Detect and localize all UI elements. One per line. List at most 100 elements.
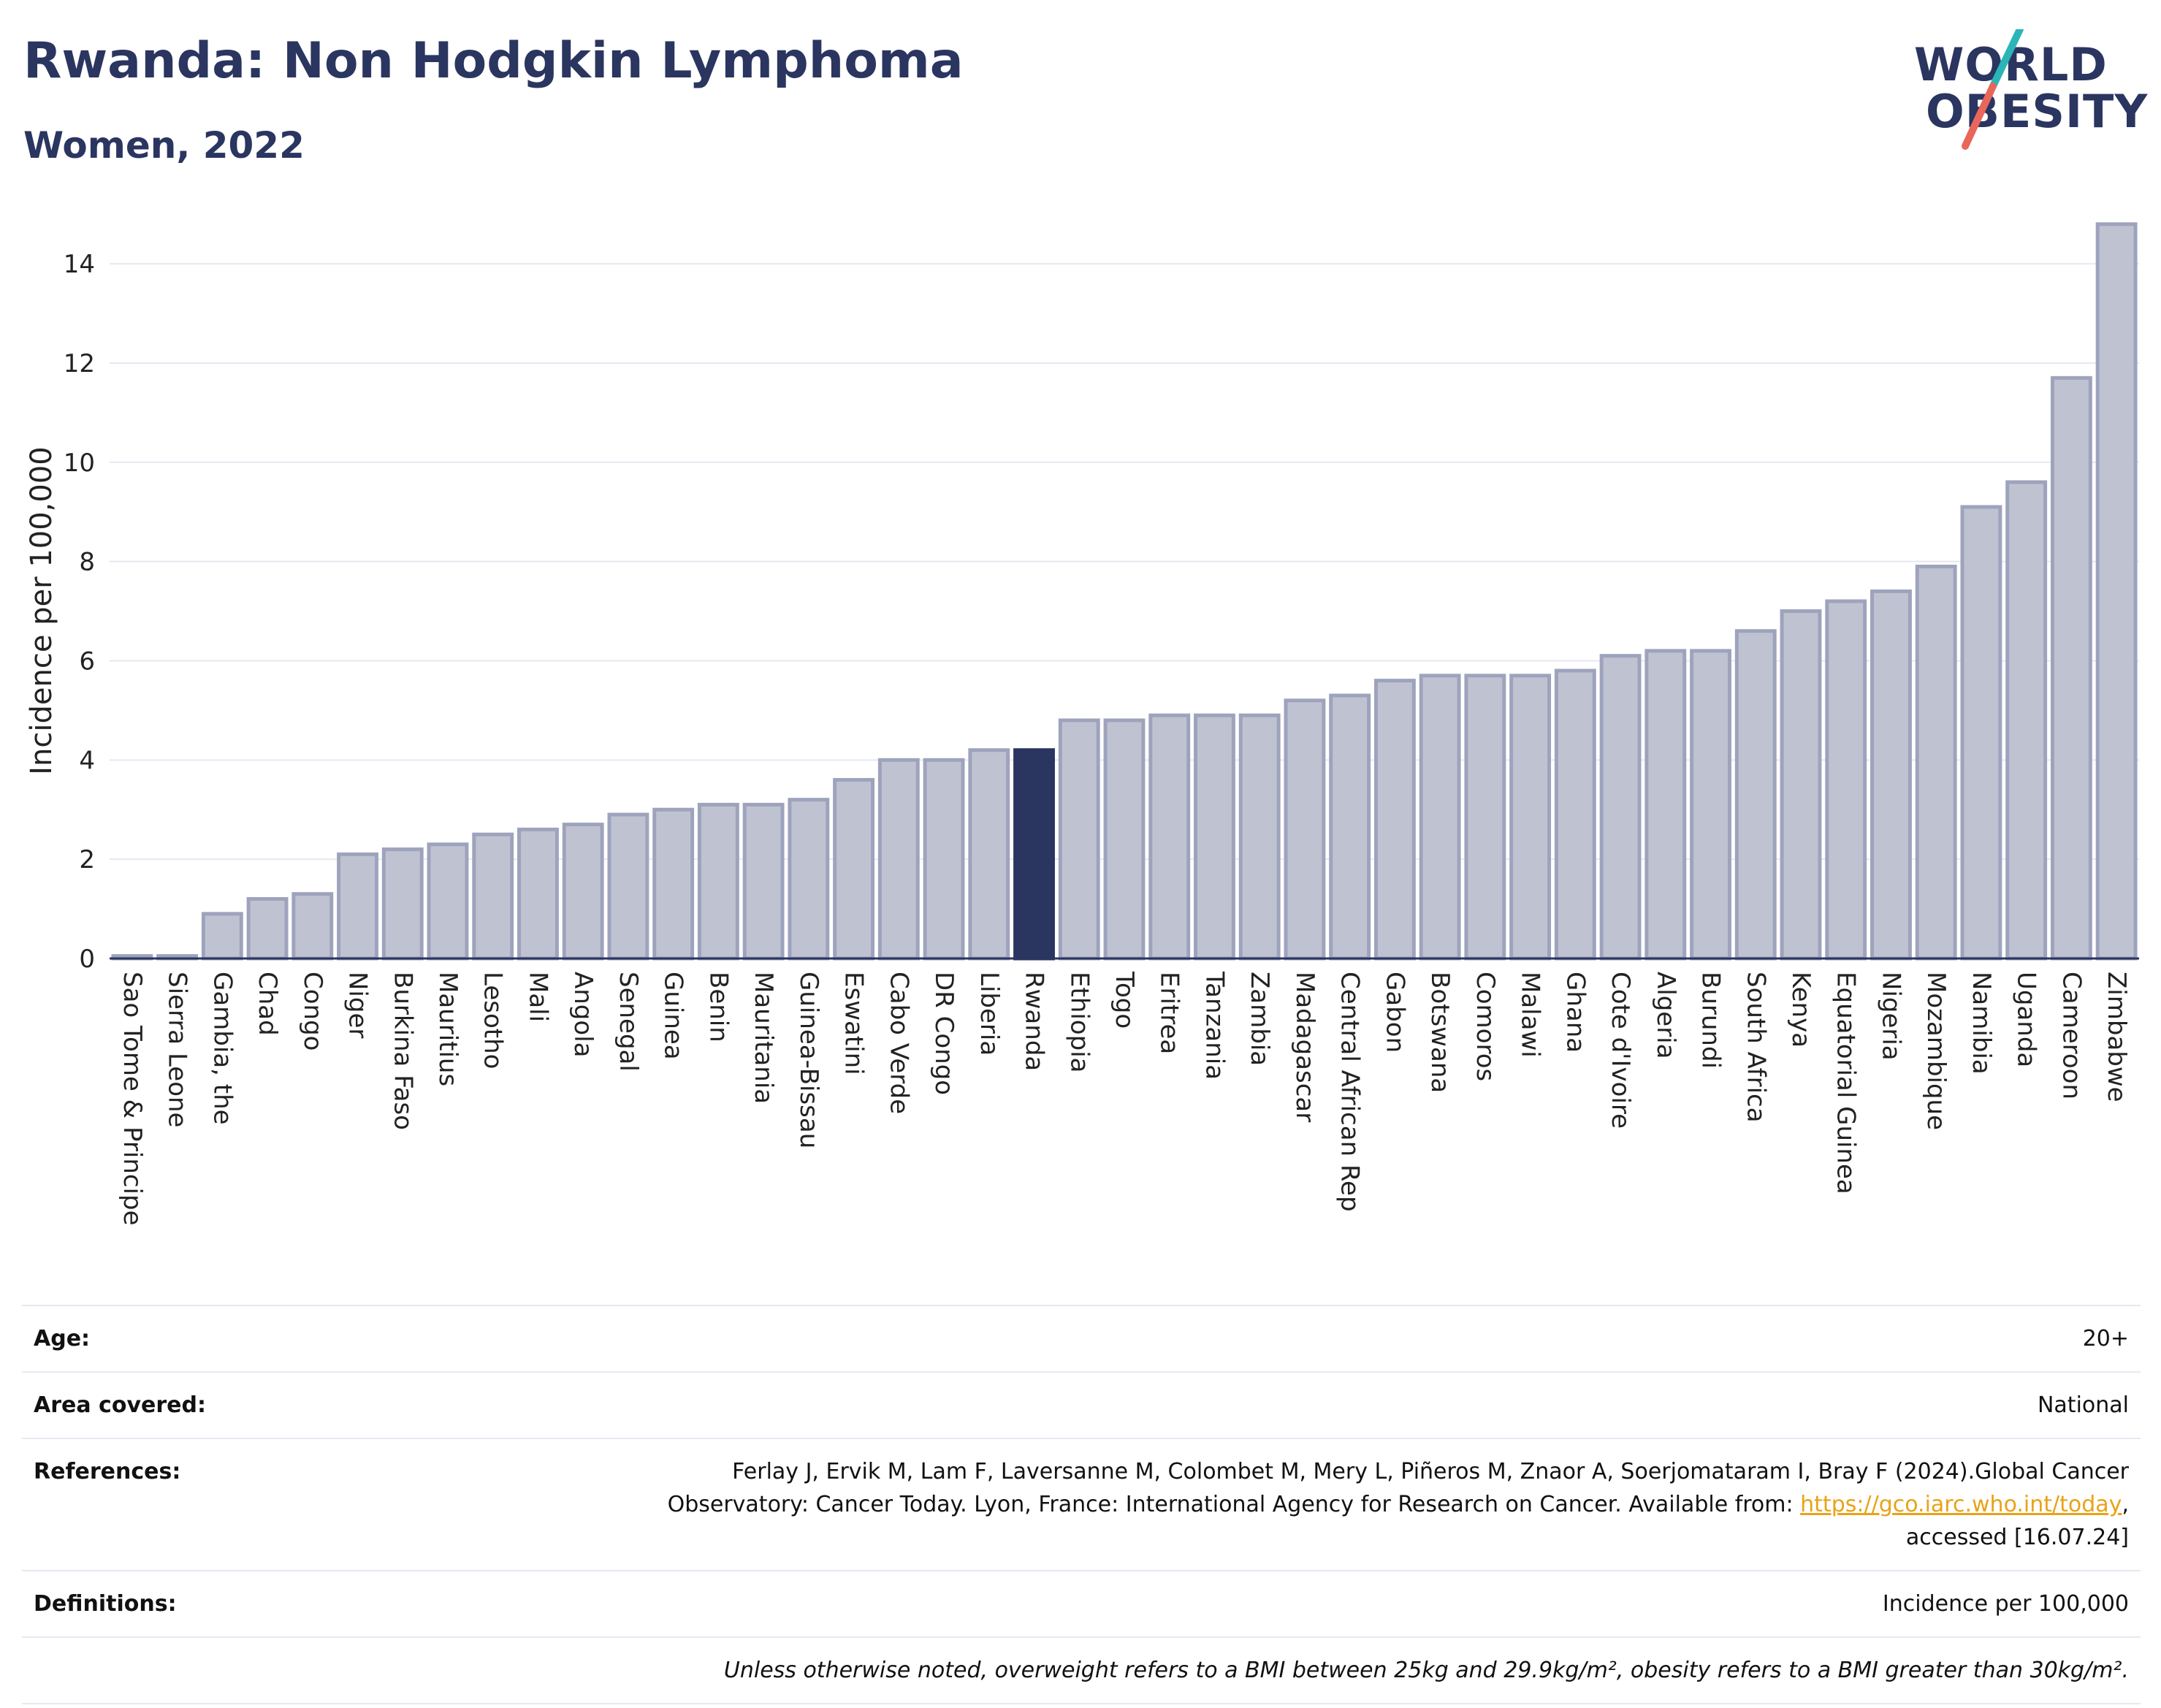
bar [1915,564,1957,961]
bar [1734,629,1777,961]
x-tick-label: Eswatini [839,972,869,1075]
bar [1870,589,1912,961]
chart-subtitle: Women, 2022 [23,124,305,167]
info-table: Age: 20+ Area covered: National Referenc… [22,1305,2141,1704]
x-tick-label: Sao Tome & Principe [118,972,147,1226]
bar [1825,599,1867,961]
x-tick-label: Ethiopia [1064,972,1094,1072]
y-tick-label: 12 [64,349,95,378]
x-tick-label: Namibia [1967,972,1996,1075]
bar [1599,654,1642,961]
bar-highlighted [1013,748,1055,961]
references-value: Ferlay J, Ervik M, Lam F, Laversanne M, … [484,1438,2141,1571]
area-value: National [484,1371,2141,1438]
bar [1464,674,1506,961]
x-tick-label: Zambia [1245,972,1274,1066]
x-tick-label: Madagascar [1290,972,1319,1122]
x-tick-label: Benin [704,972,733,1042]
bar [1103,718,1146,961]
bar [2050,375,2092,961]
y-tick-label: 0 [79,945,95,974]
bar [1780,609,1822,961]
x-tick-label: Cote d'Ivoire [1606,972,1635,1129]
definitions-label: Definitions: [22,1570,484,1637]
chart-svg: 0 2 4 6 8 10 12 14 Incidence per 100,000 Sao Tome… [25,222,2139,1226]
bar [1194,713,1235,961]
chart-title: Rwanda: Non Hodgkin Lymphoma [23,32,964,90]
area-label: Area covered: [22,1371,484,1438]
x-tick-label: Guinea-Bissau [794,972,823,1148]
bar [1509,674,1552,961]
age-value: 20+ [484,1305,2141,1372]
x-tick-label: Cameroon [2057,972,2086,1099]
bar [2005,480,2048,961]
bar [833,777,875,961]
bar [337,852,378,961]
references-line-1: Ferlay J, Ervik M, Lam F, Laversanne M, … [732,1459,2129,1484]
bar [517,827,559,961]
x-tick-label: Eritrea [1155,972,1184,1054]
bar [1373,679,1416,961]
bar [1058,718,1100,961]
x-tick-label: Congo [298,972,327,1051]
bar [923,758,965,961]
x-tick-label: Zimbabwe [2102,972,2131,1102]
bar [742,802,785,961]
bar [607,812,649,961]
bar [1419,674,1461,961]
y-axis-label: Incidence per 100,000 [25,446,58,775]
x-tick-label: Lesotho [479,972,508,1069]
x-tick-label: Sierra Leone [163,972,192,1127]
references-link[interactable]: https://gco.iarc.who.int/today [1800,1492,2122,1517]
x-tick-label: Togo [1110,971,1139,1029]
info-row-age: Age: 20+ [22,1305,2141,1372]
logo-line-obesity: OBESITY [1926,85,2149,138]
x-tick-label: Mauritania [749,972,778,1104]
x-tick-label: Nigeria [1876,972,1905,1061]
x-tick-label: Mozambique [1921,972,1951,1130]
bar [246,896,289,961]
bar [652,807,695,961]
info-row-definitions: Definitions: Incidence per 100,000 [22,1570,2141,1637]
info-row-note: Unless otherwise noted, overweight refer… [22,1636,2141,1704]
info-row-area: Area covered: National [22,1371,2141,1438]
y-tick-label: 4 [79,746,95,775]
x-tick-label: Central African Rep [1335,972,1365,1212]
bar [562,823,604,961]
x-tick-label: Cabo Verde [884,972,913,1114]
bar [1644,649,1687,961]
y-tick-label: 10 [64,449,95,478]
references-link-suffix: , [2122,1492,2129,1517]
x-tick-label: Mauritius [433,972,462,1086]
age-label: Age: [22,1305,484,1372]
y-tick-label: 2 [79,845,95,874]
x-tick-label: Malawi [1516,972,1545,1058]
bar [291,892,334,961]
x-tick-label: DR Congo [929,972,958,1095]
x-tick-label: Botswana [1425,972,1455,1093]
x-tick-label: Burkina Faso [388,972,417,1130]
info-row-references: References: Ferlay J, Ervik M, Lam F, La… [22,1438,2141,1571]
x-tick-label: Comoros [1471,972,1500,1081]
logo-slash-icon [1962,29,2024,150]
bar [877,758,920,961]
x-tick-label: Gabon [1380,972,1409,1053]
bar [697,802,739,961]
x-tick-label: Tanzania [1200,971,1229,1080]
x-tick-label: Chad [253,972,282,1036]
x-tick-label: Senegal [614,972,643,1072]
x-tick-label: Gambia, the [207,972,237,1125]
x-tick-label: Guinea [659,972,688,1060]
x-tick-label: Uganda [2012,972,2041,1067]
bar [1329,693,1371,961]
y-tick-label: 8 [79,548,95,577]
references-line-3: accessed [16.07.24] [1905,1525,2129,1550]
x-tick-label: Ghana [1560,972,1590,1053]
bar [1284,698,1326,961]
x-tick-label: Liberia [975,972,1004,1056]
x-tick-label: Equatorial Guinea [1832,972,1861,1194]
x-tick-label: Mali [523,972,552,1022]
bar [472,832,514,961]
bar [968,748,1010,961]
x-tick-label: Rwanda [1020,972,1049,1071]
